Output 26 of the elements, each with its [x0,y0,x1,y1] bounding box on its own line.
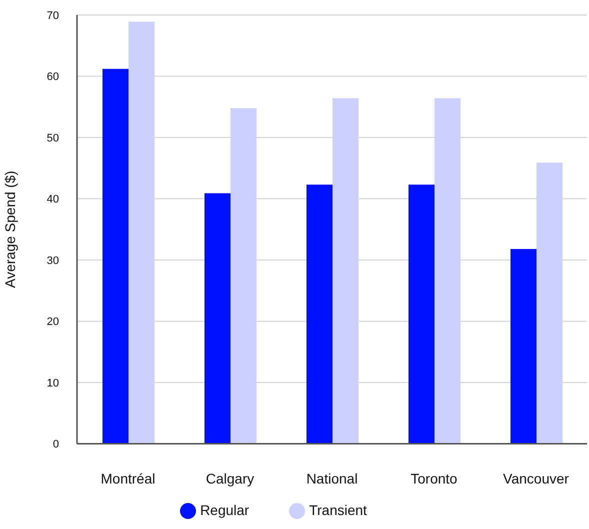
y-tick-label: 50 [46,132,59,144]
y-tick-label: 30 [46,254,59,267]
y-tick-label: 40 [46,194,59,206]
y-tick-label: 20 [46,316,59,328]
x-tick-label: Toronto [410,470,458,487]
legend-label: Transient [309,502,367,518]
x-tick-label: Calgary [206,470,254,487]
bar [306,184,332,444]
x-tick-label: Montréal [100,470,156,487]
bar [332,98,358,444]
bar [408,184,434,444]
y-tick-label: 0 [52,438,59,451]
legend-label: Regular [200,502,250,518]
bar [434,98,460,444]
bar [102,68,128,444]
y-tick-label: 10 [46,377,59,390]
y-axis-title: Average Spend ($) [2,170,18,288]
x-tick-label: National [306,470,358,487]
bar [510,248,536,444]
y-tick-label: 70 [46,10,59,22]
y-tick-label: 60 [46,71,59,84]
x-tick-label: Vancouver [503,470,570,487]
bar [536,162,562,444]
bar [204,193,230,444]
bar [230,108,256,444]
bar [128,22,154,444]
